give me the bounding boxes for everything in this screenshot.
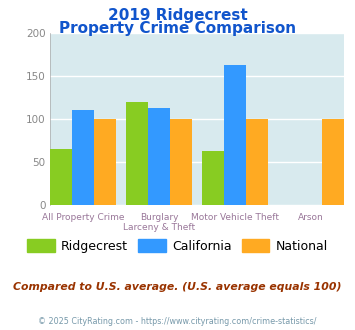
Text: Compared to U.S. average. (U.S. average equals 100): Compared to U.S. average. (U.S. average … xyxy=(13,282,342,292)
Text: 2019 Ridgecrest: 2019 Ridgecrest xyxy=(108,8,247,23)
Bar xyxy=(72,110,94,205)
Bar xyxy=(170,119,192,205)
Bar xyxy=(322,119,344,205)
Bar xyxy=(224,65,246,205)
Text: All Property Crime: All Property Crime xyxy=(42,213,124,222)
Text: Property Crime Comparison: Property Crime Comparison xyxy=(59,21,296,36)
Text: Burglary: Burglary xyxy=(140,213,178,222)
Bar xyxy=(50,149,72,205)
Text: Motor Vehicle Theft: Motor Vehicle Theft xyxy=(191,213,279,222)
Bar xyxy=(148,108,170,205)
Bar xyxy=(202,151,224,205)
Legend: Ridgecrest, California, National: Ridgecrest, California, National xyxy=(22,234,333,258)
Text: © 2025 CityRating.com - https://www.cityrating.com/crime-statistics/: © 2025 CityRating.com - https://www.city… xyxy=(38,317,317,326)
Bar xyxy=(94,119,116,205)
Bar xyxy=(246,119,268,205)
Text: Larceny & Theft: Larceny & Theft xyxy=(123,223,195,232)
Bar xyxy=(126,102,148,205)
Text: Arson: Arson xyxy=(298,213,324,222)
